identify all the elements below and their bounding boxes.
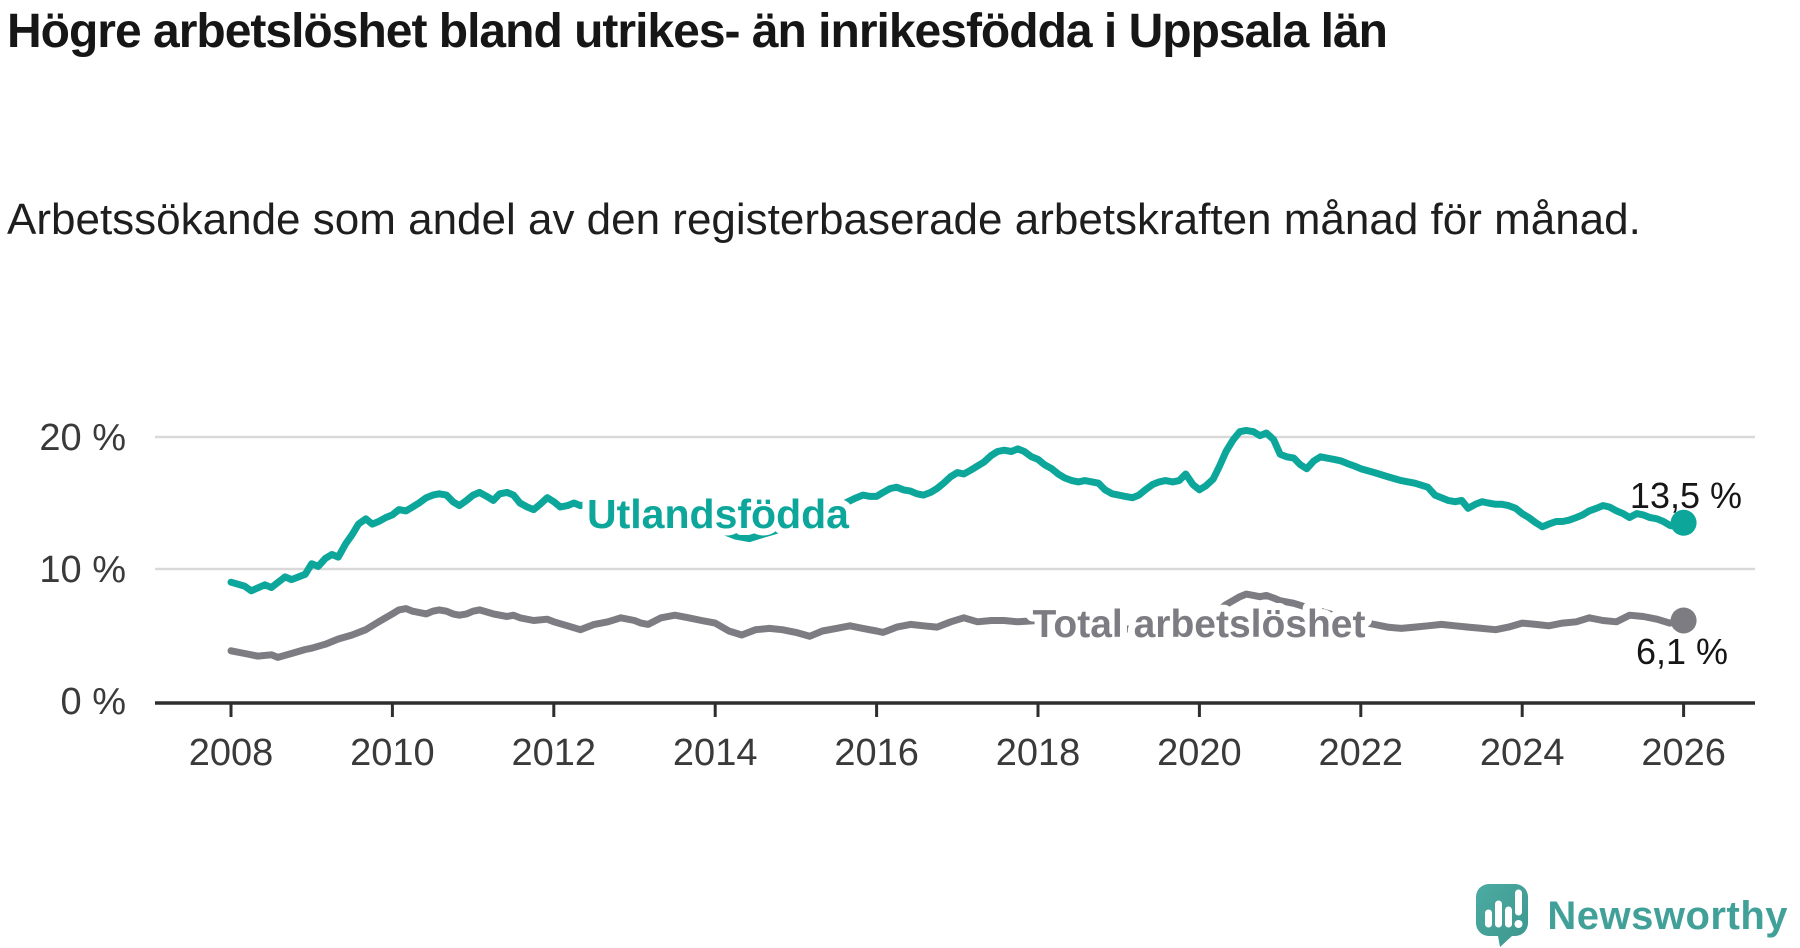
x-tick-label: 2014	[673, 732, 758, 774]
y-tick-label: 20 %	[39, 417, 126, 459]
series-end-dot-total	[1670, 607, 1697, 634]
x-tick-label: 2018	[996, 732, 1081, 774]
x-tick-label: 2016	[834, 732, 919, 774]
y-tick-label: 0 %	[61, 681, 126, 723]
series-end-value-utlandsfodda: 13,5 %	[1630, 475, 1742, 516]
chart-title: Högre arbetslöshet bland utrikes- än inr…	[7, 5, 1388, 58]
x-tick-label: 2020	[1157, 732, 1242, 774]
newsworthy-speech-bubble-icon	[1476, 884, 1529, 947]
series-inline-label-utlandsfodda: Utlandsfödda	[587, 491, 850, 537]
series-line-total	[227, 590, 1688, 661]
chart-subtitle: Arbetssökande som andel av den registerb…	[7, 195, 1641, 244]
newsworthy-logo: Newsworthy	[1476, 884, 1788, 948]
series-inline-label-total: Total arbetslöshet	[1032, 603, 1365, 646]
x-tick-label: 2026	[1641, 732, 1726, 774]
exclamation-dot	[1514, 920, 1523, 928]
x-tick-label: 2022	[1319, 732, 1404, 774]
series-line-utlandsfodda	[227, 426, 1688, 595]
newsworthy-logo-text: Newsworthy	[1547, 893, 1788, 938]
x-tick-label: 2008	[189, 732, 274, 774]
y-tick-label: 10 %	[39, 549, 126, 591]
x-tick-label: 2010	[350, 732, 435, 774]
bar-chart-glyph	[1485, 889, 1523, 928]
series-end-value-total: 6,1 %	[1636, 631, 1728, 672]
x-tick-label: 2012	[512, 732, 597, 774]
series-end-dot-utlandsfodda	[1670, 509, 1697, 536]
x-tick-label: 2024	[1480, 732, 1565, 774]
